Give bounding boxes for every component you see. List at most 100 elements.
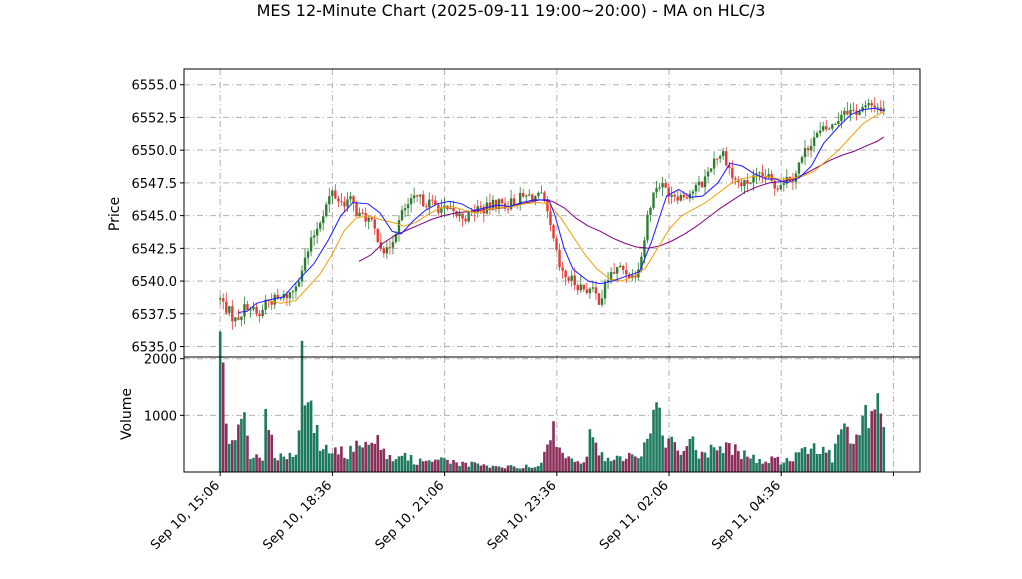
candle-body (667, 187, 670, 197)
candle-body (382, 248, 386, 254)
volume-bar (685, 446, 689, 472)
candle-body (555, 238, 558, 250)
volume-bar (355, 440, 358, 472)
candle-body (412, 195, 416, 199)
volume-bar (776, 456, 780, 472)
volume-bar (588, 429, 592, 472)
candle-body (234, 317, 237, 322)
price-tick-label: 6540.0 (132, 275, 178, 290)
candle-body (631, 275, 634, 278)
volume-bar (431, 461, 434, 472)
candle-body (434, 200, 437, 205)
volume-bar (412, 464, 416, 472)
candle-body (640, 256, 643, 270)
volume-bar (718, 446, 722, 472)
volume-bar (321, 449, 325, 472)
candle-body (576, 285, 579, 291)
candle-body (625, 269, 628, 275)
volume-bar (524, 464, 528, 472)
volume-bar (497, 466, 501, 472)
volume-bar (218, 331, 222, 472)
price-ticks: 6535.0 6537.5 6540.0 6542.5 6545.0 6547.5 6550… (132, 79, 184, 356)
candle-body (676, 196, 679, 201)
volume-bar (518, 468, 522, 472)
candle-body (728, 165, 731, 168)
candle-body (518, 192, 522, 205)
candle-body (449, 207, 452, 210)
candle-body (249, 309, 252, 311)
candle-body (512, 198, 516, 205)
candle-body (273, 294, 276, 305)
volume-bar (476, 463, 480, 472)
volume-bar (615, 455, 619, 472)
x-tick-label: Sep 10, 15:06 (148, 478, 223, 553)
candle-body (531, 194, 534, 201)
volume-bar (267, 430, 270, 472)
volume-bar (730, 454, 734, 472)
volume-bar (437, 459, 440, 472)
candle-body (646, 214, 649, 241)
volume-bar (758, 459, 761, 472)
price-tick-label: 6545.0 (132, 210, 178, 225)
volume-bar (464, 462, 467, 472)
volume-bar (770, 456, 773, 472)
volume-bar (658, 407, 661, 472)
candle-body (740, 182, 743, 187)
volume-bar (861, 416, 864, 472)
volume-bar (400, 455, 404, 472)
volume-bar (537, 465, 540, 472)
volume-bar (649, 433, 652, 472)
candle-body (558, 249, 561, 268)
volume-bar (231, 440, 234, 472)
volume-bar (276, 460, 280, 472)
volume-bar (385, 459, 389, 472)
candle-body (346, 199, 349, 207)
volume-bars (218, 331, 886, 472)
candle-body (428, 199, 431, 208)
volume-bar (806, 453, 810, 472)
candle-body (734, 178, 737, 180)
volume-bar (621, 461, 625, 472)
volume-bar (809, 448, 813, 472)
candle-body (231, 306, 234, 322)
x-tick-label: Sep 10, 21:06 (373, 478, 448, 553)
volume-bar (782, 462, 786, 472)
price-tick-label: 6535.0 (132, 341, 178, 356)
volume-bar (540, 462, 543, 472)
candle-body (697, 181, 701, 185)
candle-body (846, 110, 849, 115)
volume-bar (585, 456, 589, 472)
volume-bar (597, 455, 601, 472)
candle-body (361, 212, 364, 214)
candle-body (309, 237, 313, 252)
candle-body (243, 304, 246, 317)
volume-bar (864, 405, 867, 472)
volume-bar (473, 462, 477, 472)
volume-tick-label: 2000 (144, 353, 177, 368)
volume-bar (237, 424, 240, 472)
volume-bar (443, 458, 446, 472)
candle-body (567, 277, 570, 281)
candle-body (467, 211, 470, 222)
candle-body (285, 294, 289, 299)
candle-body (655, 188, 658, 193)
candle-body (837, 121, 840, 124)
volume-bar (376, 434, 380, 472)
candle-body (870, 103, 873, 106)
volume-bar (521, 468, 525, 472)
candle-body (821, 126, 825, 131)
candle-body (364, 212, 367, 222)
price-tick-label: 6537.5 (132, 308, 178, 323)
volume-bar (546, 444, 549, 472)
volume-bar (470, 461, 474, 472)
volume-bar (603, 461, 607, 472)
volume-bar (673, 442, 677, 472)
candle-body (497, 199, 501, 209)
candle-body (403, 208, 407, 211)
volume-bar (743, 450, 746, 472)
volume-bar (273, 457, 277, 472)
volume-bar (327, 453, 331, 472)
volume-bar (676, 450, 680, 472)
volume-bar (221, 362, 225, 472)
